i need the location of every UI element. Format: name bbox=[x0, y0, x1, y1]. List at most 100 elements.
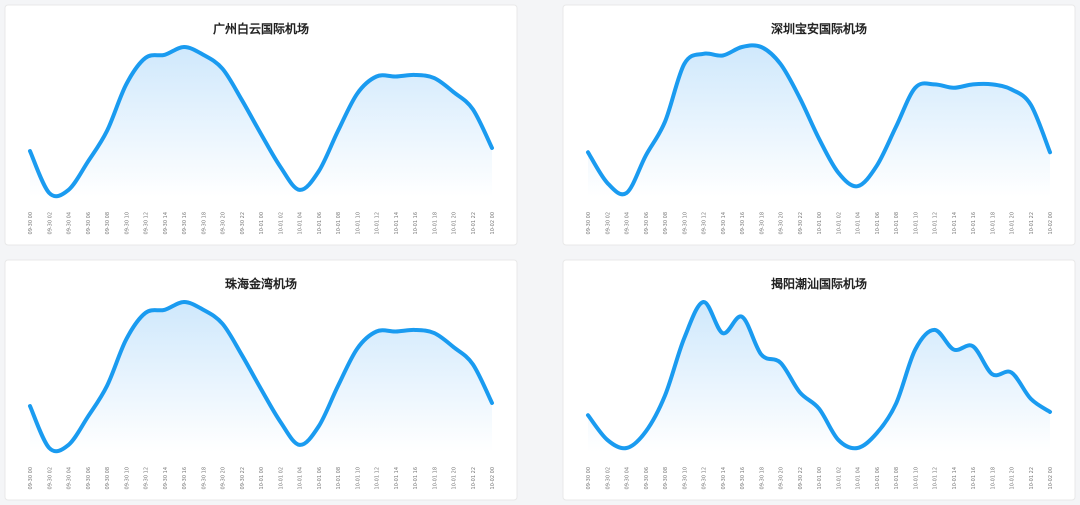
x-tick-label: 10-01 14 bbox=[394, 467, 400, 489]
area bbox=[30, 302, 492, 452]
x-tick-label: 10-02 00 bbox=[490, 212, 496, 234]
x-tick-label: 10-01 16 bbox=[413, 467, 419, 489]
x-tick-label: 10-01 20 bbox=[1010, 212, 1016, 234]
x-tick-label: 09-30 00 bbox=[586, 467, 592, 489]
x-tick-label: 10-01 00 bbox=[817, 212, 823, 234]
x-tick-label: 10-01 22 bbox=[1029, 212, 1035, 234]
x-tick-label: 09-30 16 bbox=[740, 212, 746, 234]
x-tick-label: 09-30 18 bbox=[201, 467, 207, 489]
x-tick-label: 10-01 14 bbox=[394, 212, 400, 234]
x-tick-label: 10-01 06 bbox=[875, 212, 881, 234]
x-tick-label: 09-30 18 bbox=[201, 212, 207, 234]
x-tick-label: 10-01 02 bbox=[278, 212, 284, 234]
x-tick-label: 09-30 08 bbox=[105, 212, 111, 234]
x-tick-label: 09-30 04 bbox=[67, 467, 73, 489]
line bbox=[28, 299, 494, 454]
x-tick-label: 10-01 12 bbox=[933, 467, 939, 489]
x-tick-label: 09-30 10 bbox=[124, 212, 130, 234]
x-tick-label: 10-01 08 bbox=[894, 212, 900, 234]
x-tick-label: 10-01 18 bbox=[432, 212, 438, 234]
chart-title: 深圳宝安国际机场 bbox=[771, 21, 867, 36]
x-tick-label: 09-30 08 bbox=[105, 467, 111, 489]
x-tick-label: 10-01 02 bbox=[836, 467, 842, 489]
x-tick-label: 09-30 02 bbox=[605, 212, 611, 234]
x-tick-label: 09-30 12 bbox=[702, 212, 708, 234]
x-tick-label: 10-02 00 bbox=[490, 467, 496, 489]
x-tick-label: 10-01 02 bbox=[278, 467, 284, 489]
x-tick-label: 10-01 12 bbox=[375, 467, 381, 489]
x-tick-label: 09-30 06 bbox=[644, 467, 650, 489]
x-tick-label: 10-01 18 bbox=[990, 212, 996, 234]
x-tick-label: 10-01 12 bbox=[933, 212, 939, 234]
x-tick-label: 10-01 04 bbox=[856, 467, 862, 489]
x-tick-label: 09-30 10 bbox=[682, 212, 688, 234]
x-tick-label: 10-01 12 bbox=[375, 212, 381, 234]
x-tick-label: 09-30 00 bbox=[28, 467, 34, 489]
x-tick-label: 09-30 00 bbox=[586, 212, 592, 234]
x-tick-label: 10-01 06 bbox=[317, 467, 323, 489]
x-tick-label: 09-30 20 bbox=[221, 467, 227, 489]
x-tick-label: 10-01 18 bbox=[432, 467, 438, 489]
x-tick-label: 10-01 08 bbox=[894, 467, 900, 489]
x-tick-label: 10-01 10 bbox=[355, 212, 361, 234]
x-tick-label: 09-30 20 bbox=[221, 212, 227, 234]
x-tick-label: 09-30 04 bbox=[625, 467, 631, 489]
x-tick-label: 09-30 12 bbox=[144, 467, 150, 489]
x-tick-label: 09-30 12 bbox=[144, 212, 150, 234]
x-tick-label: 10-02 00 bbox=[1048, 212, 1054, 234]
x-tick-label: 10-01 20 bbox=[1010, 467, 1016, 489]
x-tick-label: 10-01 06 bbox=[875, 467, 881, 489]
x-tick-label: 09-30 16 bbox=[182, 467, 188, 489]
x-tick-label: 10-01 18 bbox=[990, 467, 996, 489]
x-tick-label: 10-01 16 bbox=[971, 212, 977, 234]
x-tick-label: 09-30 14 bbox=[721, 212, 727, 234]
chart-title: 揭阳潮汕国际机场 bbox=[771, 276, 867, 291]
x-tick-label: 09-30 22 bbox=[798, 212, 804, 234]
x-tick-label: 09-30 16 bbox=[182, 212, 188, 234]
x-tick-label: 09-30 02 bbox=[47, 467, 53, 489]
x-tick-label: 10-01 00 bbox=[259, 467, 265, 489]
area bbox=[30, 47, 492, 197]
x-tick-label: 10-01 00 bbox=[817, 467, 823, 489]
x-tick-label: 09-30 06 bbox=[86, 212, 92, 234]
x-tick-label: 10-01 04 bbox=[298, 467, 304, 489]
x-tick-label: 10-01 22 bbox=[471, 212, 477, 234]
x-tick-label: 09-30 14 bbox=[721, 467, 727, 489]
x-tick-label: 09-30 20 bbox=[779, 467, 785, 489]
x-tick-label: 09-30 10 bbox=[124, 467, 130, 489]
x-tick-label: 09-30 02 bbox=[47, 212, 53, 234]
x-tick-label: 10-01 14 bbox=[952, 467, 958, 489]
line bbox=[586, 300, 1052, 451]
x-tick-label: 10-01 06 bbox=[317, 212, 323, 234]
x-tick-label: 09-30 06 bbox=[644, 212, 650, 234]
x-tick-label: 10-02 00 bbox=[1048, 467, 1054, 489]
x-tick-label: 09-30 14 bbox=[163, 212, 169, 234]
area bbox=[588, 45, 1050, 198]
x-tick-label: 10-01 00 bbox=[259, 212, 265, 234]
x-tick-label: 10-01 16 bbox=[971, 467, 977, 489]
x-tick-label: 10-01 14 bbox=[952, 212, 958, 234]
line bbox=[586, 43, 1052, 197]
x-tick-label: 09-30 08 bbox=[663, 467, 669, 489]
x-tick-label: 09-30 06 bbox=[86, 467, 92, 489]
x-tick-label: 10-01 08 bbox=[336, 212, 342, 234]
x-tick-label: 10-01 04 bbox=[298, 212, 304, 234]
x-tick-label: 10-01 22 bbox=[1029, 467, 1035, 489]
x-tick-label: 09-30 22 bbox=[240, 467, 246, 489]
x-tick-label: 09-30 14 bbox=[163, 467, 169, 489]
line bbox=[28, 44, 494, 199]
x-tick-label: 10-01 20 bbox=[452, 467, 458, 489]
x-tick-label: 10-01 02 bbox=[836, 212, 842, 234]
x-tick-label: 09-30 22 bbox=[798, 467, 804, 489]
x-tick-label: 09-30 18 bbox=[759, 467, 765, 489]
x-tick-label: 09-30 00 bbox=[28, 212, 34, 234]
x-tick-label: 10-01 16 bbox=[413, 212, 419, 234]
chart-title: 珠海金湾机场 bbox=[225, 276, 297, 291]
x-tick-label: 09-30 12 bbox=[702, 467, 708, 489]
x-tick-label: 09-30 22 bbox=[240, 212, 246, 234]
x-tick-label: 09-30 20 bbox=[779, 212, 785, 234]
x-tick-label: 09-30 08 bbox=[663, 212, 669, 234]
x-tick-label: 09-30 02 bbox=[605, 467, 611, 489]
x-tick-label: 10-01 20 bbox=[452, 212, 458, 234]
